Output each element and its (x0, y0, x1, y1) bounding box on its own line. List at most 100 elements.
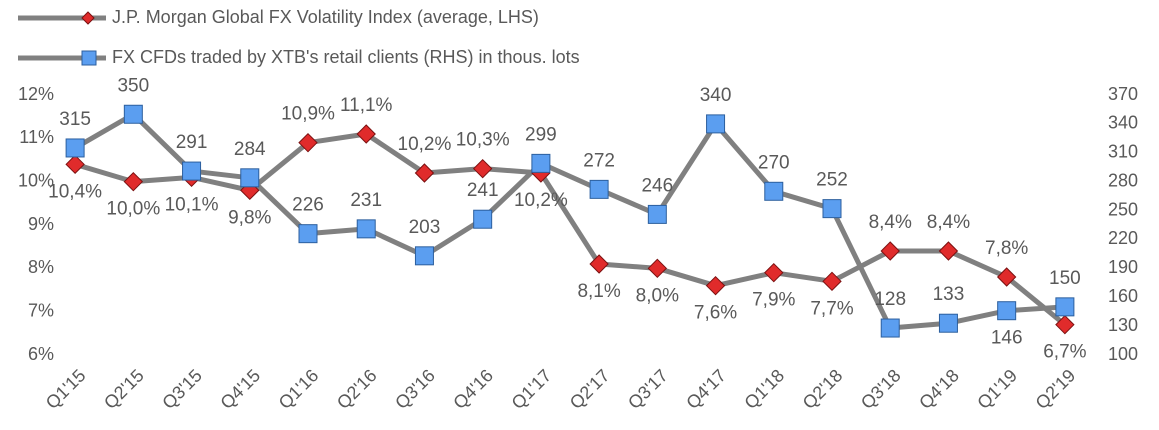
data-label: 6,7% (1043, 342, 1086, 363)
x-tick-label: Q2'19 (1032, 365, 1080, 413)
marker (706, 114, 726, 134)
data-label: 7,8% (985, 238, 1028, 259)
data-label: 241 (467, 180, 499, 201)
data-label: 10,0% (106, 199, 160, 220)
marker (298, 224, 318, 244)
y-tick-label: 10% (18, 170, 54, 190)
marker (822, 199, 842, 219)
y2-tick-label: 310 (1108, 142, 1138, 162)
y2-tick-label: 370 (1108, 84, 1138, 104)
y2-tick-label: 220 (1108, 228, 1138, 248)
marker (997, 301, 1017, 321)
data-label: 10,2% (398, 134, 452, 155)
marker (880, 318, 900, 338)
marker (356, 219, 376, 239)
data-label: 7,6% (694, 303, 737, 324)
data-label: 291 (176, 132, 208, 153)
y-tick-label: 9% (28, 214, 54, 234)
data-label: 299 (525, 124, 557, 145)
data-label: 9,8% (228, 207, 271, 228)
data-label: 8,1% (577, 281, 620, 302)
y2-tick-label: 340 (1108, 113, 1138, 133)
y-tick-label: 12% (18, 84, 54, 104)
marker (123, 104, 143, 124)
x-tick-label: Q2'18 (799, 365, 847, 413)
x-tick-label: Q4'16 (449, 365, 497, 413)
legend-marker (81, 50, 97, 66)
data-label: 315 (59, 109, 91, 130)
data-label: 146 (991, 328, 1023, 349)
x-tick-label: Q3'16 (391, 365, 439, 413)
data-label: 7,7% (810, 298, 853, 319)
x-tick-label: Q3'18 (857, 365, 905, 413)
marker (938, 313, 958, 333)
y-tick-label: 7% (28, 300, 54, 320)
x-tick-label: Q2'17 (566, 365, 614, 413)
series-line (74, 131, 1067, 327)
data-label: 7,9% (752, 290, 795, 311)
data-label: 350 (117, 75, 149, 96)
marker (822, 271, 842, 292)
marker (647, 258, 668, 279)
marker (65, 154, 85, 175)
data-label: 8,0% (636, 285, 679, 306)
marker (1055, 314, 1075, 335)
data-label: 272 (583, 150, 615, 171)
marker (531, 153, 551, 173)
marker (472, 158, 493, 179)
legend-marker (81, 11, 95, 25)
x-tick-label: Q4'15 (216, 365, 264, 413)
x-tick-label: Q1'16 (275, 365, 323, 413)
marker (240, 180, 260, 201)
y2-tick-label: 160 (1108, 286, 1138, 306)
data-label: 10,2% (514, 190, 568, 211)
x-tick-label: Q1'19 (973, 365, 1021, 413)
data-label: 246 (641, 175, 673, 196)
marker (473, 209, 493, 229)
y2-tick-label: 130 (1108, 315, 1138, 335)
marker (589, 254, 609, 274)
data-label: 128 (874, 289, 906, 310)
marker (65, 138, 85, 158)
data-label: 10,4% (48, 181, 102, 202)
y2-tick-label: 280 (1108, 170, 1138, 190)
y2-tick-label: 190 (1108, 257, 1138, 277)
data-label: 231 (350, 190, 382, 211)
data-label: 284 (234, 139, 266, 160)
marker (764, 181, 784, 201)
y-tick-label: 11% (19, 127, 54, 147)
x-tick-label: Q2'16 (333, 365, 381, 413)
data-label: 8,4% (869, 212, 912, 233)
data-label: 340 (700, 85, 732, 106)
x-tick-label: Q3'15 (158, 365, 206, 413)
y2-tick-label: 250 (1108, 199, 1138, 219)
marker (1055, 297, 1075, 317)
marker (298, 132, 318, 153)
data-label: 10,9% (281, 104, 335, 125)
marker (647, 204, 667, 224)
x-tick-label: Q2'15 (100, 365, 148, 413)
marker (414, 163, 435, 183)
x-tick-label: Q3'17 (624, 365, 672, 413)
data-label: 226 (292, 195, 324, 216)
x-tick-label: Q4'18 (915, 365, 963, 413)
marker (589, 179, 609, 199)
data-label: 252 (816, 170, 848, 191)
marker (182, 161, 202, 181)
x-tick-label: Q4'17 (682, 365, 730, 413)
data-label: 150 (1049, 268, 1081, 289)
y-tick-label: 6% (28, 344, 54, 364)
data-label: 8,4% (927, 212, 970, 233)
marker (356, 124, 376, 144)
x-tick-label: Q1'17 (508, 365, 556, 413)
marker (996, 267, 1017, 287)
data-label: 270 (758, 152, 790, 173)
marker (123, 171, 144, 192)
marker (240, 168, 260, 188)
data-label: 10,1% (165, 194, 219, 215)
x-tick-label: Q1'15 (42, 365, 90, 413)
legend-label: J.P. Morgan Global FX Volatility Index (… (112, 7, 539, 27)
data-label: 133 (933, 284, 965, 305)
marker (880, 241, 900, 261)
